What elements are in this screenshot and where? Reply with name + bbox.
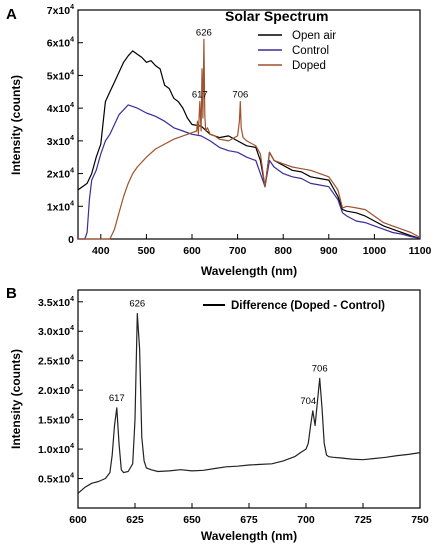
legend-label-open-air: Open air — [292, 30, 336, 42]
a-peak-label-706: 706 — [232, 90, 248, 101]
legend-label-doped: Doped — [292, 60, 326, 72]
panel-a-letter: A — [6, 6, 17, 23]
panel-b-x-ticks: 600 625 650 675 700 725 750 — [69, 503, 429, 526]
a-x-tick-label: 500 — [138, 245, 156, 257]
b-peak-label-626: 626 — [129, 299, 145, 310]
panel-b-annotations: 626 617 704 706 — [109, 299, 328, 407]
b-y-tick-label: 2.5x104 — [38, 355, 74, 368]
panel-b-y-ticks: 0.5x104 1.0x104 1.5x104 2.0x104 2.5x104 3.0x1… — [38, 296, 83, 486]
panel-b: B 0.5x104 1.0x104 1.5x104 2.0x104 2.5x104 3.0… — [6, 285, 429, 543]
a-series-line-control — [78, 104, 421, 240]
a-x-tick-label: 700 — [229, 245, 247, 257]
b-y-tick-label: 0.5x104 — [38, 473, 74, 486]
a-y-tick-label: 0 — [68, 234, 74, 246]
panel-b-legend: Difference (Doped - Control) — [203, 300, 385, 312]
b-peak-label-706: 706 — [312, 363, 328, 374]
b-y-tick-label: 1.5x104 — [38, 414, 74, 427]
panel-b-plot-frame — [77, 289, 421, 509]
a-y-tick-label: 5x104 — [47, 69, 74, 82]
b-y-tick-label: 3.0x104 — [38, 325, 74, 338]
panel-a-series — [77, 38, 421, 240]
b-x-tick-label: 750 — [411, 514, 429, 526]
b-series-line-difference-doped-control — [77, 313, 421, 494]
a-x-tick-label: 1000 — [363, 245, 387, 257]
panel-a-x-label: Wavelength (nm) — [201, 264, 297, 278]
panel-a-annotations: 626 617 706 — [192, 27, 248, 100]
a-y-tick-label: 2x104 — [47, 168, 74, 181]
a-y-tick-label: 6x104 — [47, 37, 74, 50]
panel-a-plot-frame — [77, 9, 421, 240]
a-x-tick-label: 800 — [274, 245, 292, 257]
legend-label-difference: Difference (Doped - Control) — [231, 300, 385, 312]
b-x-tick-label: 625 — [126, 514, 144, 526]
a-peak-label-617: 617 — [192, 90, 208, 101]
a-y-tick-label: 3x104 — [47, 135, 74, 148]
b-y-tick-label: 3.5x104 — [38, 296, 74, 309]
b-peak-label-617: 617 — [109, 393, 125, 404]
panel-a: A Solar Spectrum 0 1x104 2x104 3x104 4x104 5x… — [6, 4, 432, 278]
panel-b-x-label: Wavelength (nm) — [201, 529, 297, 543]
a-x-tick-label: 600 — [183, 245, 201, 257]
b-x-tick-label: 675 — [240, 514, 258, 526]
panel-a-x-ticks: 400 500 600 700 800 900 1000 1100 — [92, 234, 432, 257]
b-x-tick-label: 650 — [183, 514, 201, 526]
panel-a-y-ticks: 0 1x104 2x104 3x104 4x104 5x104 6x104 7x104 — [47, 4, 83, 246]
a-y-tick-label: 7x104 — [47, 4, 74, 17]
b-x-tick-label: 600 — [69, 514, 87, 526]
a-series-line-doped — [78, 38, 421, 240]
b-x-tick-label: 700 — [297, 514, 315, 526]
panel-b-series — [77, 313, 421, 494]
b-peak-label-704: 704 — [300, 396, 316, 407]
panel-b-letter: B — [6, 285, 17, 302]
a-peak-label-626: 626 — [196, 27, 212, 38]
panel-a-title: Solar Spectrum — [225, 8, 328, 24]
b-y-tick-label: 2.0x104 — [38, 384, 74, 397]
panel-b-y-label: Intensity (counts) — [9, 349, 23, 449]
panel-a-legend: Open air Control Doped — [258, 30, 336, 72]
a-series-line-open-air — [77, 50, 421, 239]
panel-a-y-label: Intensity (counts) — [9, 75, 23, 175]
a-y-tick-label: 1x104 — [47, 200, 74, 213]
b-y-tick-label: 1.0x104 — [38, 443, 74, 456]
a-x-tick-label: 900 — [320, 245, 338, 257]
a-x-tick-label: 400 — [92, 245, 110, 257]
legend-label-control: Control — [292, 45, 329, 57]
b-x-tick-label: 725 — [354, 514, 372, 526]
a-x-tick-label: 1100 — [409, 245, 432, 257]
a-y-tick-label: 4x104 — [47, 102, 74, 115]
